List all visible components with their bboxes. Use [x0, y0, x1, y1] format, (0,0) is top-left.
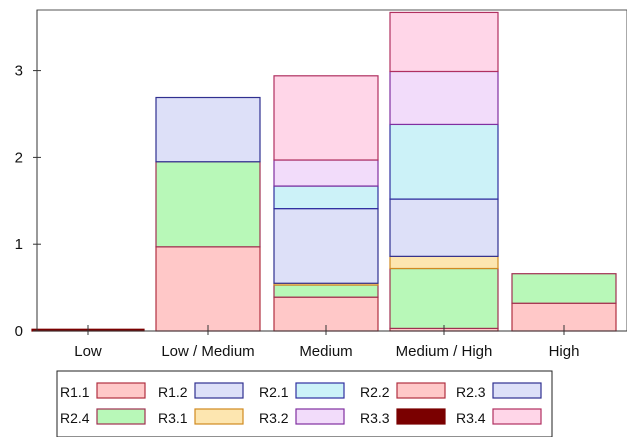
- bar-high-r2-4: [511, 273, 617, 304]
- legend-label-r2-3: R2.3: [456, 384, 486, 400]
- y-tick-label: 0: [15, 323, 23, 340]
- bar-medium-high-r2-3: [389, 198, 499, 257]
- x-axis: Low Low / Medium Medium Medium / High High: [37, 325, 627, 360]
- legend-label-r3-1: R3.1: [158, 410, 188, 426]
- legend-label-r3-2: R3.2: [259, 410, 289, 426]
- legend-swatch-r2-4: [96, 408, 146, 425]
- bar-medium-r3-4: [273, 75, 379, 161]
- legend-swatch-r3-1: [194, 408, 244, 425]
- legend-label-r1-1: R1.1: [60, 384, 90, 400]
- bar-medium-high-r3-4: [389, 11, 499, 73]
- y-tick-label: 2: [15, 149, 23, 166]
- x-tick-label-low-medium: Low / Medium: [161, 343, 254, 360]
- y-tick-label: 3: [15, 63, 23, 80]
- legend-box: [56, 370, 553, 437]
- legend-label-r3-3: R3.3: [360, 410, 390, 426]
- legend-swatch-r1-1: [96, 382, 146, 399]
- x-tick-label-medium: Medium: [299, 343, 352, 360]
- legend-swatch-r3-3: [396, 408, 446, 425]
- y-axis: 0 1 2 3: [15, 10, 41, 340]
- x-tick-label-low: Low: [74, 343, 102, 360]
- legend: R1.1 R1.2 R2.1 R2.2 R2.3 R2.4 R3.1 R3.2 R3.3 R3.4: [56, 370, 553, 437]
- y-tick-label: 1: [15, 236, 23, 253]
- bar-medium-high-r3-1: [389, 255, 499, 270]
- legend-swatch-r3-4: [492, 408, 542, 425]
- bar-medium-high-r3-2: [389, 70, 499, 126]
- bar-low-medium-r2-4: [155, 161, 261, 248]
- bar-medium-high-r2-4: [389, 267, 499, 329]
- bar-medium-high-r2-1: [389, 123, 499, 200]
- legend-swatch-r2-1: [295, 382, 345, 399]
- bar-low-medium-r1-2: [155, 96, 261, 163]
- bar-medium-r2-1: [273, 185, 379, 210]
- bars-group: [31, 11, 617, 332]
- legend-label-r2-4: R2.4: [60, 410, 90, 426]
- legend-label-r2-1: R2.1: [259, 384, 289, 400]
- legend-label-r2-2: R2.2: [360, 384, 390, 400]
- legend-label-r3-4: R3.4: [456, 410, 486, 426]
- legend-swatch-r2-2: [396, 382, 446, 399]
- legend-swatch-r1-2: [194, 382, 244, 399]
- x-tick-label-high: High: [549, 343, 580, 360]
- legend-swatch-r3-2: [295, 408, 345, 425]
- legend-label-r1-2: R1.2: [158, 384, 188, 400]
- bar-medium-r2-3: [273, 208, 379, 284]
- bar-medium-r2-4: [273, 284, 379, 298]
- bar-medium-r3-2: [273, 159, 379, 187]
- legend-swatch-r2-3: [492, 382, 542, 399]
- x-tick-label-medium-high: Medium / High: [396, 343, 493, 360]
- bar-low-medium-r2-2: [155, 246, 261, 332]
